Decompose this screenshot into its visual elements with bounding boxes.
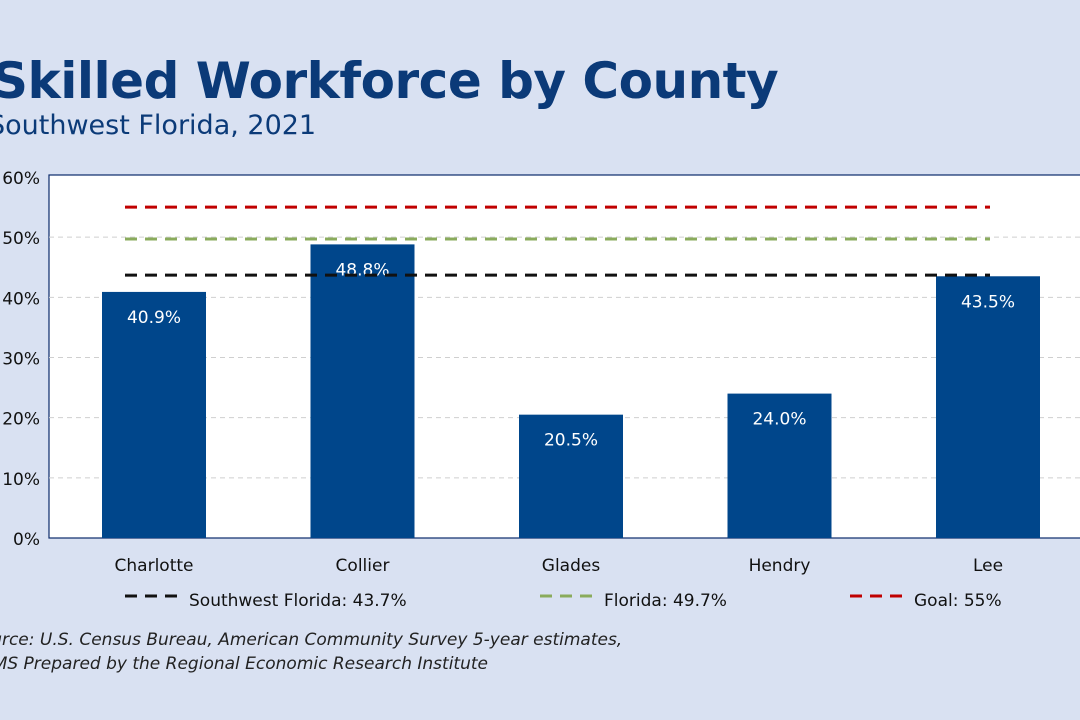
data-label: 48.8%: [335, 260, 389, 280]
legend-label: Southwest Florida: 43.7%: [189, 591, 407, 611]
y-tick-label: 30%: [2, 350, 40, 370]
bar-hendry: [727, 393, 832, 538]
data-label: 24.0%: [752, 410, 806, 430]
source-line-1: Source: U.S. Census Bureau, American Com…: [0, 630, 623, 650]
y-tick-label: 20%: [2, 410, 40, 430]
y-tick-label: 50%: [2, 229, 40, 249]
chart-subtitle: Southwest Florida, 2021: [0, 110, 317, 141]
source-note: Source: U.S. Census Bureau, American Com…: [0, 628, 622, 676]
x-tick-label: Glades: [542, 556, 601, 576]
y-tick-label: 40%: [2, 289, 40, 309]
bar-glades: [519, 414, 623, 538]
x-tick-label: Hendry: [749, 556, 811, 576]
y-tick-label: 60%: [2, 169, 40, 189]
data-label: 20.5%: [544, 431, 598, 451]
x-tick-label: Charlotte: [115, 556, 194, 576]
x-tick-label: Lee: [973, 556, 1003, 576]
data-label: 43.5%: [961, 292, 1015, 312]
data-label: 40.9%: [127, 308, 181, 328]
y-tick-label: 0%: [13, 530, 40, 550]
legend-label: Goal: 55%: [914, 591, 1002, 611]
source-line-2: PUMS Prepared by the Regional Economic R…: [0, 654, 488, 674]
y-tick-label: 10%: [2, 470, 40, 490]
x-tick-label: Collier: [336, 556, 390, 576]
bar-lee: [936, 276, 1040, 538]
chart-title: Skilled Workforce by County: [0, 52, 779, 110]
bar-charlotte: [102, 291, 206, 538]
bar-collier: [310, 244, 415, 539]
legend-label: Florida: 49.7%: [604, 591, 727, 611]
